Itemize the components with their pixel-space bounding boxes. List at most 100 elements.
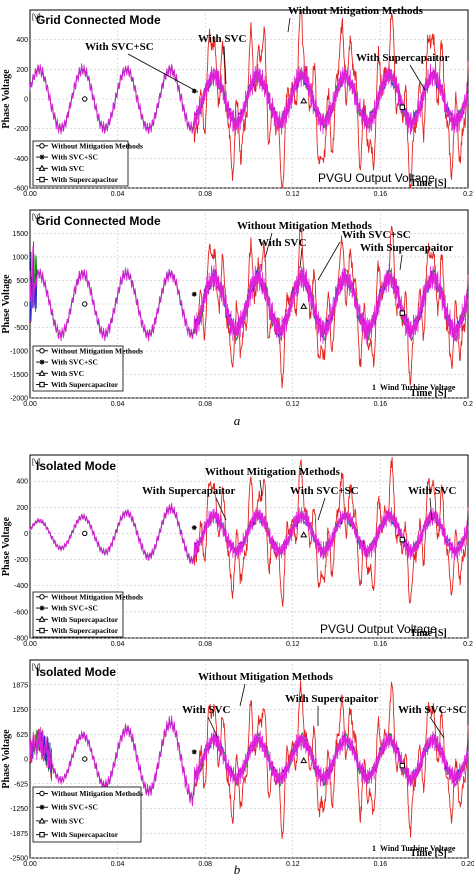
annotation-label: With SVC xyxy=(198,33,246,45)
x-axis-label: Time [S] xyxy=(410,178,447,189)
y-unit: [V] xyxy=(32,214,41,221)
legend-marker-star xyxy=(191,291,197,297)
series-line-supercap xyxy=(29,715,469,807)
x-tick-label: 0.08 xyxy=(198,401,212,408)
x-tick-label: 0.2 xyxy=(463,191,473,198)
legend-marker-triangle xyxy=(300,757,308,764)
annotation-label: With SVC+SC xyxy=(342,229,411,241)
legend-marker-star xyxy=(39,605,45,611)
legend-marker-circle xyxy=(39,790,45,797)
y-tick-label: -400 xyxy=(14,156,28,163)
legend-entry: With Supercapacitor xyxy=(51,830,119,839)
legend-marker-circle xyxy=(39,594,45,600)
chart-subtitle-prefix: 1 xyxy=(372,844,376,853)
x-tick-label: 0.2 xyxy=(463,641,473,648)
legend-marker-square xyxy=(39,831,45,838)
legend-marker-triangle xyxy=(300,302,308,309)
annotation-arrow xyxy=(399,254,403,271)
legend-marker-triangle xyxy=(38,369,46,376)
chart-title: Grid Connected Mode xyxy=(36,214,161,228)
chart-subtitle: PVGU Output Voltage xyxy=(318,171,435,185)
legend-entry: With Supercapacitor xyxy=(51,380,119,389)
chart-subtitle-prefix: 1 xyxy=(372,383,376,392)
y-tick-label: -1000 xyxy=(10,349,28,356)
legend-marker-triangle xyxy=(300,531,308,538)
x-tick-label: 0.16 xyxy=(374,401,388,408)
chart-title: Grid Connected Mode xyxy=(36,13,161,27)
y-tick-label: -800 xyxy=(14,636,28,643)
series-group xyxy=(29,456,469,607)
x-tick-label: 0.00 xyxy=(23,191,37,198)
x-tick-label: 0.2 xyxy=(463,401,473,408)
legend-entry: With SVC+SC xyxy=(51,803,98,812)
legend-box xyxy=(32,345,124,392)
annotation-label: Without Mitigation Methods xyxy=(288,5,424,17)
chart-subtitle: PVGU Output Voltage xyxy=(320,622,437,636)
series-group xyxy=(29,225,469,389)
x-tick-label: 0.16 xyxy=(374,641,388,648)
annotation-label: With Supercapaitor xyxy=(142,485,236,497)
chart-subtitle: Wind Turbine Voltage xyxy=(380,383,456,392)
y-tick-label: -200 xyxy=(14,126,28,133)
annotation-arrow xyxy=(287,17,291,33)
annotation-label: Without Mitigation Methods xyxy=(237,220,373,232)
annotation-label: With SVC xyxy=(258,237,306,249)
y-tick-label: -1875 xyxy=(10,831,28,838)
y-tick-label: 200 xyxy=(16,67,28,74)
legend-marker-circle xyxy=(39,143,45,149)
x-tick-label: 0.04 xyxy=(111,641,125,648)
legend-entry: Without Mitigation Methods xyxy=(51,789,143,798)
annotation-label: With SVC xyxy=(182,704,230,716)
x-tick-label: 0.12 xyxy=(286,191,300,198)
chart-panel-1: 0.00 0.04 0.08 0.12 0.16 0.2 -600 -400 -200 0 200 4… xyxy=(1,5,473,198)
legend-box xyxy=(32,140,129,187)
series-line-supercap xyxy=(29,502,469,565)
y-unit: [V] xyxy=(32,664,41,671)
legend-marker-circle xyxy=(82,301,88,307)
y-unit: [V] xyxy=(32,459,41,466)
x-tick-label: 0.12 xyxy=(286,641,300,648)
annotation-label: With SVC+SC xyxy=(398,704,467,716)
y-tick-label: -600 xyxy=(14,609,28,616)
x-tick-label: 0.08 xyxy=(198,641,212,648)
y-tick-label: 200 xyxy=(16,505,28,512)
y-axis-label: Phase Voltage xyxy=(1,274,12,334)
y-tick-label: 625 xyxy=(16,732,28,739)
series-line-supercap xyxy=(29,246,469,345)
y-tick-label: 1500 xyxy=(12,231,28,238)
legend-entry: With SVC+SC xyxy=(51,153,98,162)
legend-entry: Without Mitigation Methods xyxy=(51,592,143,601)
legend-marker-square xyxy=(399,310,406,316)
annotation-arrow xyxy=(215,497,227,521)
y-axis-label: Phase Voltage xyxy=(1,516,12,576)
y-tick-label: -500 xyxy=(14,325,28,332)
annotation-label: With SVC+SC xyxy=(85,41,154,53)
y-tick-label: -600 xyxy=(14,186,28,193)
x-tick-label: 0.08 xyxy=(198,861,212,868)
legend: Without Mitigation Methods With SVC+SC Wit… xyxy=(32,591,143,638)
legend: Without Mitigation Methods With SVC+SC Wit… xyxy=(32,786,143,843)
y-tick-label: -1500 xyxy=(10,372,28,379)
legend-marker-square xyxy=(399,762,406,769)
x-axis-label: Time [S] xyxy=(410,628,447,639)
x-tick-label: 0.12 xyxy=(286,401,300,408)
annotation-arrow xyxy=(429,497,433,521)
legend-entry: Without Mitigation Methods xyxy=(51,346,143,355)
legend: Without Mitigation Methods With SVC+SC Wit… xyxy=(32,140,143,187)
y-tick-label: 400 xyxy=(16,479,28,486)
legend-entry: With SVC xyxy=(51,816,84,825)
annotation-label: With Supercapaitor xyxy=(360,242,454,254)
annotation-label: With SVC+SC xyxy=(290,485,359,497)
x-tick-label: 0.08 xyxy=(198,191,212,198)
legend-entry: With SVC+SC xyxy=(51,604,98,613)
legend: Without Mitigation Methods With SVC+SC Wit… xyxy=(32,345,143,392)
x-tick-label: 0.00 xyxy=(23,861,37,868)
annotation-arrow xyxy=(259,479,263,497)
y-tick-label: 0 xyxy=(24,531,28,538)
y-tick-label: -2000 xyxy=(10,396,28,403)
x-tick-label: 0.04 xyxy=(111,191,125,198)
legend-marker-triangle xyxy=(300,97,308,104)
legend-marker-triangle xyxy=(38,164,46,171)
caption-a: a xyxy=(234,413,241,428)
chart-panel-4: 0.00 0.04 0.08 0.12 0.16 0.20 -2500 -1875 -1250 -… xyxy=(1,659,474,868)
